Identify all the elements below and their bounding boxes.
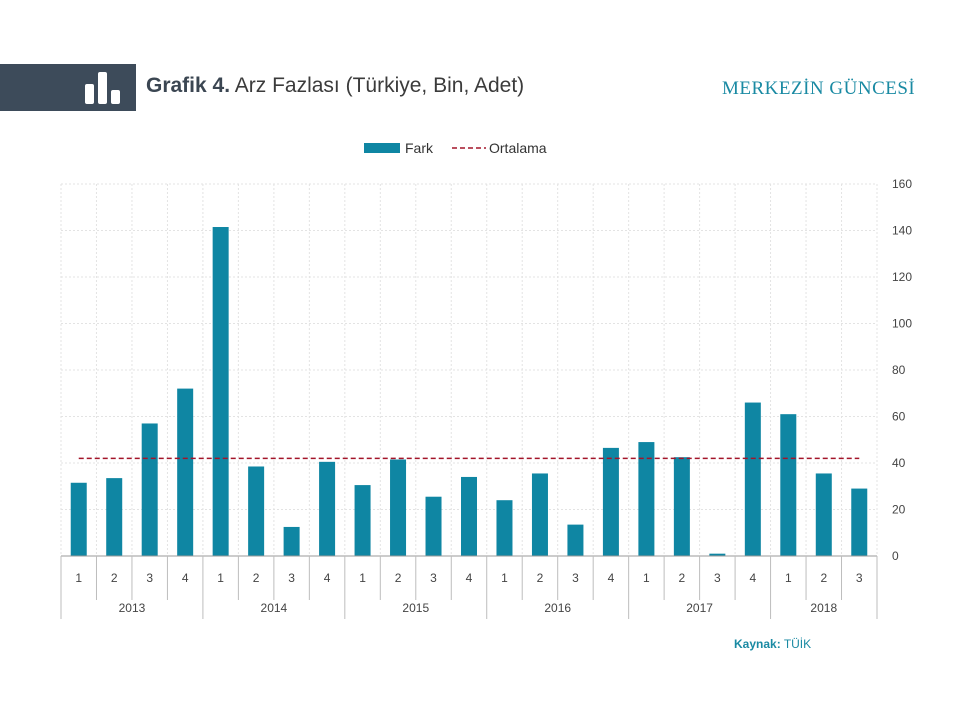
brand-name: MERKEZİN GÜNCESİ <box>722 78 916 99</box>
year-group-label: 2018 <box>810 601 837 615</box>
x-tick-label: 1 <box>75 571 82 585</box>
x-tick-label: 3 <box>430 571 437 585</box>
bar <box>177 388 194 556</box>
bar <box>390 459 407 556</box>
x-tick-label: 4 <box>749 571 756 585</box>
chart-title-text: Arz Fazlası (Türkiye, Bin, Adet) <box>234 74 525 97</box>
bar <box>248 466 265 556</box>
bar <box>744 402 761 556</box>
y-tick-label: 140 <box>892 224 912 238</box>
x-tick-label: 1 <box>785 571 792 585</box>
x-tick-label: 2 <box>395 571 402 585</box>
x-tick-label: 2 <box>253 571 260 585</box>
x-tick-label: 1 <box>501 571 508 585</box>
bar <box>283 526 300 556</box>
bar <box>531 473 548 556</box>
bar <box>106 478 123 556</box>
source-label: Kaynak: <box>734 637 781 651</box>
legend-swatch-bar <box>364 143 400 153</box>
header-band <box>0 64 136 111</box>
x-tick-label: 1 <box>643 571 650 585</box>
bar <box>70 482 87 556</box>
x-tick-label: 1 <box>359 571 366 585</box>
y-tick-label: 60 <box>892 410 906 424</box>
bar <box>709 553 726 556</box>
bar <box>602 447 619 556</box>
year-group-label: 2013 <box>119 601 146 615</box>
x-tick-label: 3 <box>572 571 579 585</box>
bar <box>638 442 655 556</box>
bar <box>567 524 584 556</box>
y-tick-label: 80 <box>892 363 906 377</box>
year-group-label: 2014 <box>261 601 288 615</box>
x-tick-label: 1 <box>217 571 224 585</box>
x-tick-label: 3 <box>714 571 721 585</box>
y-tick-label: 100 <box>892 317 912 331</box>
x-tick-label: 4 <box>466 571 473 585</box>
year-group-label: 2017 <box>686 601 713 615</box>
bar <box>780 414 797 556</box>
x-tick-label: 2 <box>111 571 118 585</box>
year-group-label: 2015 <box>402 601 429 615</box>
x-tick-label: 2 <box>820 571 827 585</box>
x-tick-label: 2 <box>537 571 544 585</box>
x-tick-label: 3 <box>288 571 295 585</box>
y-tick-label: 120 <box>892 270 912 284</box>
bar <box>496 500 513 556</box>
bar <box>425 496 442 556</box>
source-note: Kaynak: TÜİK <box>734 637 811 651</box>
year-group-label: 2016 <box>544 601 571 615</box>
bar <box>354 485 371 556</box>
x-tick-label: 3 <box>146 571 153 585</box>
chart-title: Grafik 4. Arz Fazlası (Türkiye, Bin, Ade… <box>146 74 524 98</box>
bar-chart-logo-icon <box>85 72 120 104</box>
x-tick-label: 4 <box>608 571 615 585</box>
legend-label: Fark <box>405 140 434 156</box>
bar <box>851 488 868 556</box>
bar <box>673 457 690 556</box>
y-tick-label: 40 <box>892 456 906 470</box>
source-value: TÜİK <box>783 637 812 651</box>
bar <box>212 227 229 556</box>
y-tick-label: 0 <box>892 549 899 563</box>
x-tick-label: 3 <box>856 571 863 585</box>
x-tick-label: 4 <box>324 571 331 585</box>
bar <box>141 423 158 556</box>
x-tick-label: 2 <box>679 571 686 585</box>
legend-label: Ortalama <box>489 140 547 156</box>
x-tick-label: 4 <box>182 571 189 585</box>
chart-title-lead: Grafik 4. <box>146 74 231 97</box>
y-tick-label: 20 <box>892 503 906 517</box>
y-tick-label: 160 <box>892 177 912 191</box>
bar <box>815 473 832 556</box>
bar <box>319 461 336 556</box>
bar <box>461 476 477 556</box>
